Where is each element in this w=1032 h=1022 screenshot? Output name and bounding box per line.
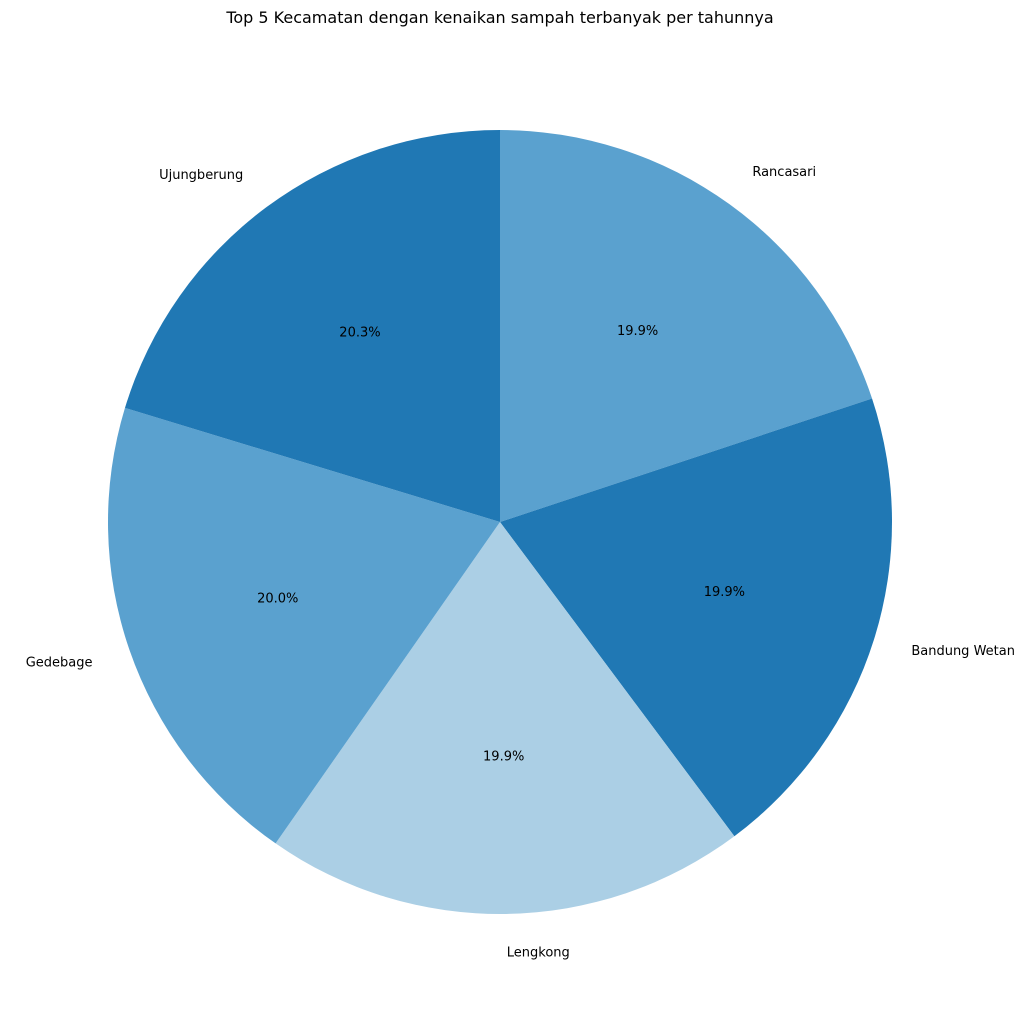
slice-label-bandung-wetan: Bandung Wetan (911, 644, 1015, 659)
pie-slices (107, 130, 892, 914)
pie-slice-bandung-wetan (500, 398, 892, 837)
chart-title: Top 5 Kecamatan dengan kenaikan sampah t… (226, 8, 774, 27)
pct-label-ujungberung: 20.3% (339, 326, 380, 341)
pct-label-rancasari: 19.9% (617, 324, 658, 339)
slice-label-lengkong: Lengkong (507, 946, 570, 961)
slice-label-ujungberung: Ujungberung (159, 168, 243, 183)
pie-labels: 19.9% Rancasari 19.9% Bandung Wetan 19.9% Len… (26, 165, 1015, 961)
slice-label-rancasari: Rancasari (752, 165, 816, 180)
pct-label-lengkong: 19.9% (483, 750, 524, 765)
pct-label-bandung-wetan: 19.9% (704, 585, 745, 600)
pie-slice-rancasari (500, 130, 873, 522)
pie-slice-lengkong (275, 522, 735, 914)
slice-label-gedebage: Gedebage (26, 655, 93, 670)
pct-label-gedebage: 20.0% (257, 591, 298, 606)
pie-slice-gedebage (107, 407, 500, 844)
pie-slice-ujungberung (124, 130, 500, 522)
